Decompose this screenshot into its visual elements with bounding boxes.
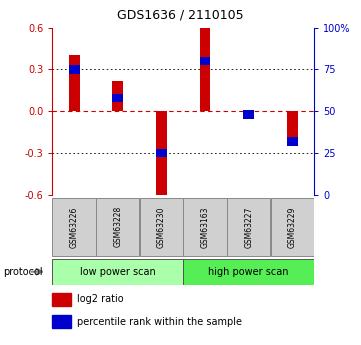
Text: percentile rank within the sample: percentile rank within the sample [77,317,242,327]
Bar [52,315,71,328]
FancyBboxPatch shape [270,198,314,256]
Bar [243,110,254,119]
Text: GSM63228: GSM63228 [113,206,122,247]
Text: GSM63230: GSM63230 [157,206,166,248]
Text: GSM63163: GSM63163 [200,206,209,248]
Bar [69,56,80,111]
Bar [156,111,167,195]
Bar [69,65,80,73]
Text: GSM63229: GSM63229 [288,206,297,247]
Text: GSM63227: GSM63227 [244,206,253,247]
Text: GSM63226: GSM63226 [70,206,79,247]
Bar [243,111,254,116]
Bar [112,94,123,102]
Text: high power scan: high power scan [208,267,289,277]
FancyBboxPatch shape [140,198,183,256]
Text: log2 ratio: log2 ratio [77,294,124,304]
Bar [287,137,298,146]
Text: low power scan: low power scan [80,267,156,277]
Bar [52,293,71,306]
FancyBboxPatch shape [183,198,227,256]
Text: protocol: protocol [4,267,43,277]
FancyBboxPatch shape [96,198,139,256]
Bar [112,81,123,111]
FancyBboxPatch shape [52,259,183,285]
Bar [156,149,167,157]
FancyBboxPatch shape [227,198,270,256]
Text: GDS1636 / 2110105: GDS1636 / 2110105 [117,9,244,22]
FancyBboxPatch shape [52,198,96,256]
Bar [200,57,210,65]
Bar [200,28,210,111]
FancyBboxPatch shape [183,259,314,285]
Bar [287,111,298,142]
